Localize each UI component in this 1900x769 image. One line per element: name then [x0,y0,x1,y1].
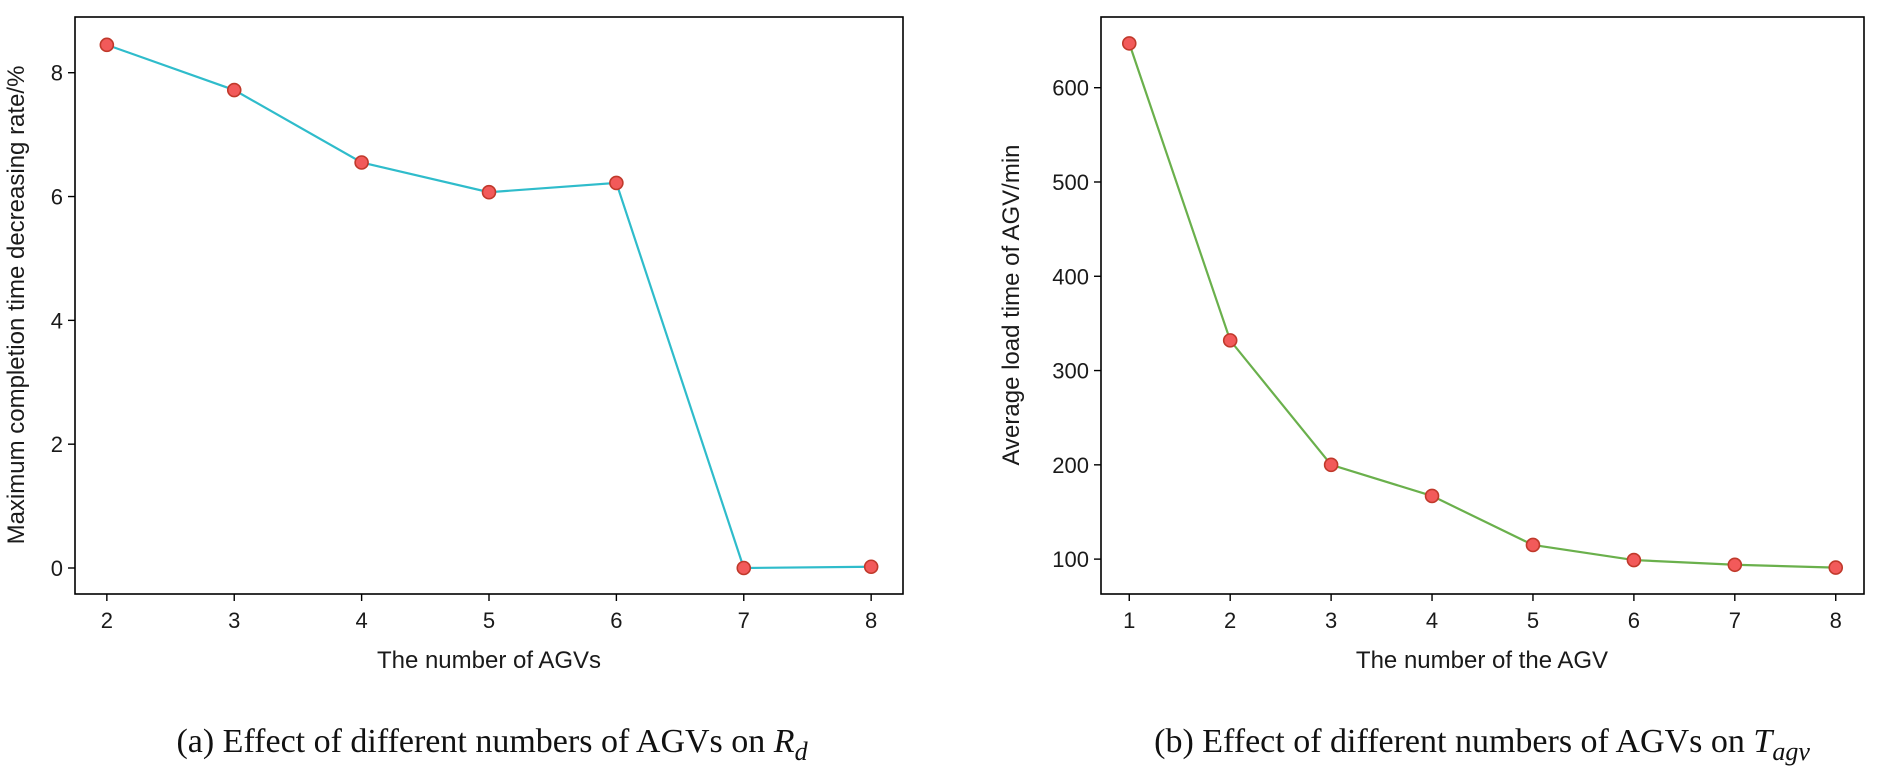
panel-a-data-point [99,37,115,53]
panel-a-markers [99,37,879,576]
panel-b-x-tick-label: 4 [1426,608,1438,633]
panel-b-caption: (b) Effect of different numbers of AGVs … [1154,723,1810,766]
panel-a-data-point [226,82,242,98]
panel-b-data-point [1727,557,1743,573]
panel-b-data-point [1828,560,1844,575]
panel-a-x-tick-label: 6 [610,608,622,633]
panel-b-data-point [1121,36,1137,51]
panel-b-x-tick-label: 6 [1628,608,1640,633]
panel-a-x-axis-label: The number of AGVs [377,647,601,674]
panel-b-x-axis-label: The number of the AGV [1356,647,1608,674]
panel-b-y-tick-label: 300 [1052,359,1089,384]
panel-a-data-point [609,175,624,191]
panel-a-y-tick-label: 0 [51,556,63,581]
panel-a-caption-symbol: R [773,723,795,760]
panel-b-x-tick-label: 1 [1123,608,1135,633]
panel-b-x-tick-label: 7 [1729,608,1741,633]
panel-a-data-point [354,155,369,170]
panel-b-y-axis-label: Average load time of AGV/min [998,144,1025,465]
panel-a-caption-subscript: d [795,737,809,766]
panel-a-data-point [736,560,752,576]
panel-a-series-line [106,43,872,570]
panel-b-y-tick-label: 600 [1052,76,1089,101]
panel-a-y-tick-label: 8 [51,61,63,86]
panel-b-x-tick-label: 3 [1325,608,1337,633]
panel-a-x-tick-label: 8 [865,608,877,633]
panel-a-data-point [481,184,497,200]
panel-b-data-point [1626,552,1642,568]
panel-a-x-tick-label: 4 [355,608,367,633]
panel-b-y-tick-label: 400 [1052,264,1089,289]
panel-b-x-tick-label: 5 [1527,608,1539,633]
panel-b-data-point [1222,333,1238,348]
panel-b-y-tick-label: 200 [1052,453,1089,478]
panel-a-x-tick-label: 7 [738,608,750,633]
panel-a-y-tick-label: 4 [51,308,63,333]
panel-b-caption-prefix: (b) Effect of different numbers of AGVs … [1154,723,1753,760]
panel-a-y-tick-label: 6 [51,185,63,210]
panel-b-data-point [1525,537,1541,553]
panel-b-y-tick-label: 100 [1052,547,1089,572]
panel-b-caption-subscript: agv [1772,737,1810,766]
panel-b-x-tick-label: 8 [1830,608,1842,633]
panel-b-y-axis: 100 200 300 400 500 600 [1052,76,1101,572]
panel-b-y-tick-label: 500 [1052,170,1089,195]
panel-a-data-point [863,559,879,575]
panel-a-x-tick-label: 5 [483,608,495,633]
panel-b-caption-symbol: T [1753,723,1774,760]
panel-b-markers [1121,36,1844,575]
panel-a-plot-frame [74,16,904,595]
panel-b-x-axis: 1 2 3 4 5 6 7 8 [1123,594,1842,633]
panel-a-x-tick-label: 2 [101,608,113,633]
panel-a-y-axis-label: Maximum completion time decreasing rate/… [3,66,30,545]
panel-b-series-line [1128,43,1836,569]
panel-b-x-tick-label: 2 [1224,608,1236,633]
panel-a-x-axis: 2 3 4 5 6 7 8 [101,594,877,633]
panel-a-caption-prefix: (a) Effect of different numbers of AGVs … [176,723,773,760]
panel-b-data-point [1424,488,1440,504]
panel-a-caption: (a) Effect of different numbers of AGVs … [176,723,808,766]
panel-a-y-axis: 0 2 4 6 8 [51,61,75,581]
panel-a-x-tick-label: 3 [228,608,240,633]
panel-a-y-tick-label: 2 [51,432,63,457]
panel-a: 2 3 4 5 6 7 8 0 2 4 6 8 The number of AGVs Maximum… [3,16,904,766]
panel-b-data-point [1323,457,1339,473]
panel-b: 1 2 3 4 5 6 7 8 100 200 300 400 500 600 The number o… [998,16,1865,766]
panel-b-plot-frame [1100,16,1865,595]
